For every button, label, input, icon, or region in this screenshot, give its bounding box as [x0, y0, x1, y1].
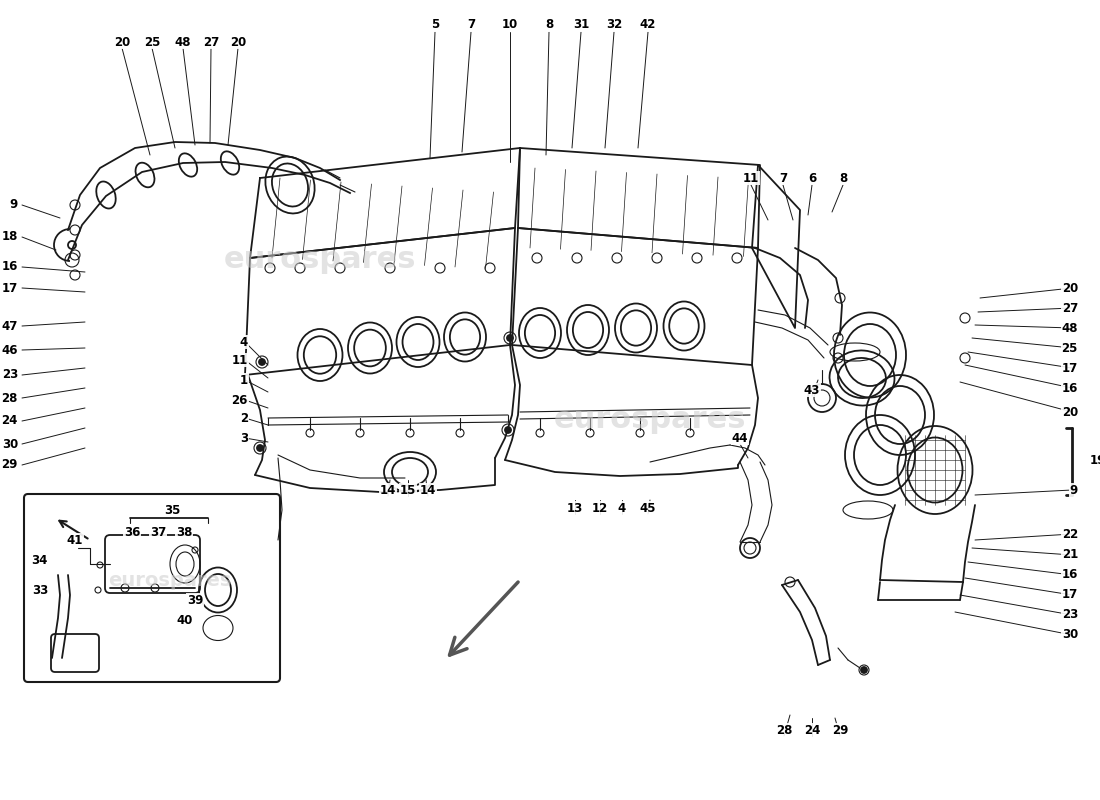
Text: 10: 10 [502, 18, 518, 31]
Text: 24: 24 [1, 414, 18, 427]
Text: 38: 38 [176, 526, 192, 538]
Text: 1: 1 [240, 374, 248, 386]
Circle shape [507, 335, 513, 341]
Circle shape [68, 241, 76, 249]
Text: 2: 2 [240, 411, 248, 425]
Text: eurospares: eurospares [223, 246, 416, 274]
Text: 8: 8 [544, 18, 553, 31]
Text: 26: 26 [232, 394, 248, 406]
Text: 20: 20 [1062, 282, 1078, 294]
Text: eurospares: eurospares [553, 406, 746, 434]
Text: 32: 32 [606, 18, 623, 31]
Text: 48: 48 [175, 35, 191, 49]
Text: 16: 16 [1062, 382, 1078, 394]
FancyBboxPatch shape [51, 634, 99, 672]
Text: 3: 3 [240, 431, 248, 445]
Text: 17: 17 [1062, 589, 1078, 602]
Text: 20: 20 [230, 35, 246, 49]
Circle shape [505, 427, 512, 433]
Text: 11: 11 [742, 171, 759, 185]
Text: 27: 27 [202, 35, 219, 49]
Text: 45: 45 [640, 502, 657, 514]
Text: 16: 16 [1, 261, 18, 274]
Text: 7: 7 [466, 18, 475, 31]
Text: 48: 48 [1062, 322, 1078, 334]
Text: 22: 22 [1062, 527, 1078, 541]
Text: 14: 14 [379, 483, 396, 497]
Text: 20: 20 [114, 35, 130, 49]
Text: 35: 35 [164, 503, 180, 517]
Text: 27: 27 [1062, 302, 1078, 314]
Text: 20: 20 [1062, 406, 1078, 418]
Text: 34: 34 [32, 554, 48, 566]
Text: 37: 37 [150, 526, 166, 538]
Text: 4: 4 [240, 335, 248, 349]
Text: 23: 23 [2, 369, 18, 382]
Text: 47: 47 [1, 319, 18, 333]
Text: 8: 8 [839, 171, 847, 185]
Text: 25: 25 [1062, 342, 1078, 354]
Text: 6: 6 [807, 171, 816, 185]
Text: 30: 30 [1062, 629, 1078, 642]
Text: 41: 41 [67, 534, 84, 546]
Text: 36: 36 [124, 526, 140, 538]
Text: 21: 21 [1062, 549, 1078, 562]
Text: 24: 24 [804, 723, 821, 737]
Text: 40: 40 [177, 614, 194, 626]
Text: 23: 23 [1062, 609, 1078, 622]
Text: eurospares: eurospares [108, 570, 232, 590]
Text: 11: 11 [232, 354, 248, 366]
Text: 33: 33 [32, 583, 48, 597]
FancyBboxPatch shape [104, 535, 200, 593]
Text: 18: 18 [1, 230, 18, 243]
Text: 44: 44 [732, 431, 748, 445]
FancyBboxPatch shape [24, 494, 280, 682]
Circle shape [258, 359, 265, 365]
Text: 29: 29 [832, 723, 848, 737]
Text: 13: 13 [566, 502, 583, 514]
Text: 46: 46 [1, 343, 18, 357]
Text: 5: 5 [431, 18, 439, 31]
Text: 30: 30 [2, 438, 18, 450]
Circle shape [257, 445, 263, 451]
Text: 7: 7 [779, 171, 788, 185]
Text: 14: 14 [420, 483, 437, 497]
Text: 4: 4 [618, 502, 626, 514]
Text: 42: 42 [640, 18, 657, 31]
Circle shape [861, 667, 867, 673]
Text: 12: 12 [592, 502, 608, 514]
Text: 39: 39 [187, 594, 204, 606]
Text: 19: 19 [1090, 454, 1100, 466]
Text: 9: 9 [1069, 483, 1078, 497]
Text: 9: 9 [10, 198, 18, 211]
Text: 17: 17 [1062, 362, 1078, 374]
Text: 16: 16 [1062, 569, 1078, 582]
Text: 28: 28 [776, 723, 792, 737]
Text: 25: 25 [144, 35, 161, 49]
Text: 15: 15 [399, 483, 416, 497]
Text: 43: 43 [804, 383, 821, 397]
Text: 28: 28 [1, 391, 18, 405]
Text: 29: 29 [1, 458, 18, 471]
Text: 31: 31 [573, 18, 590, 31]
Text: 17: 17 [2, 282, 18, 294]
